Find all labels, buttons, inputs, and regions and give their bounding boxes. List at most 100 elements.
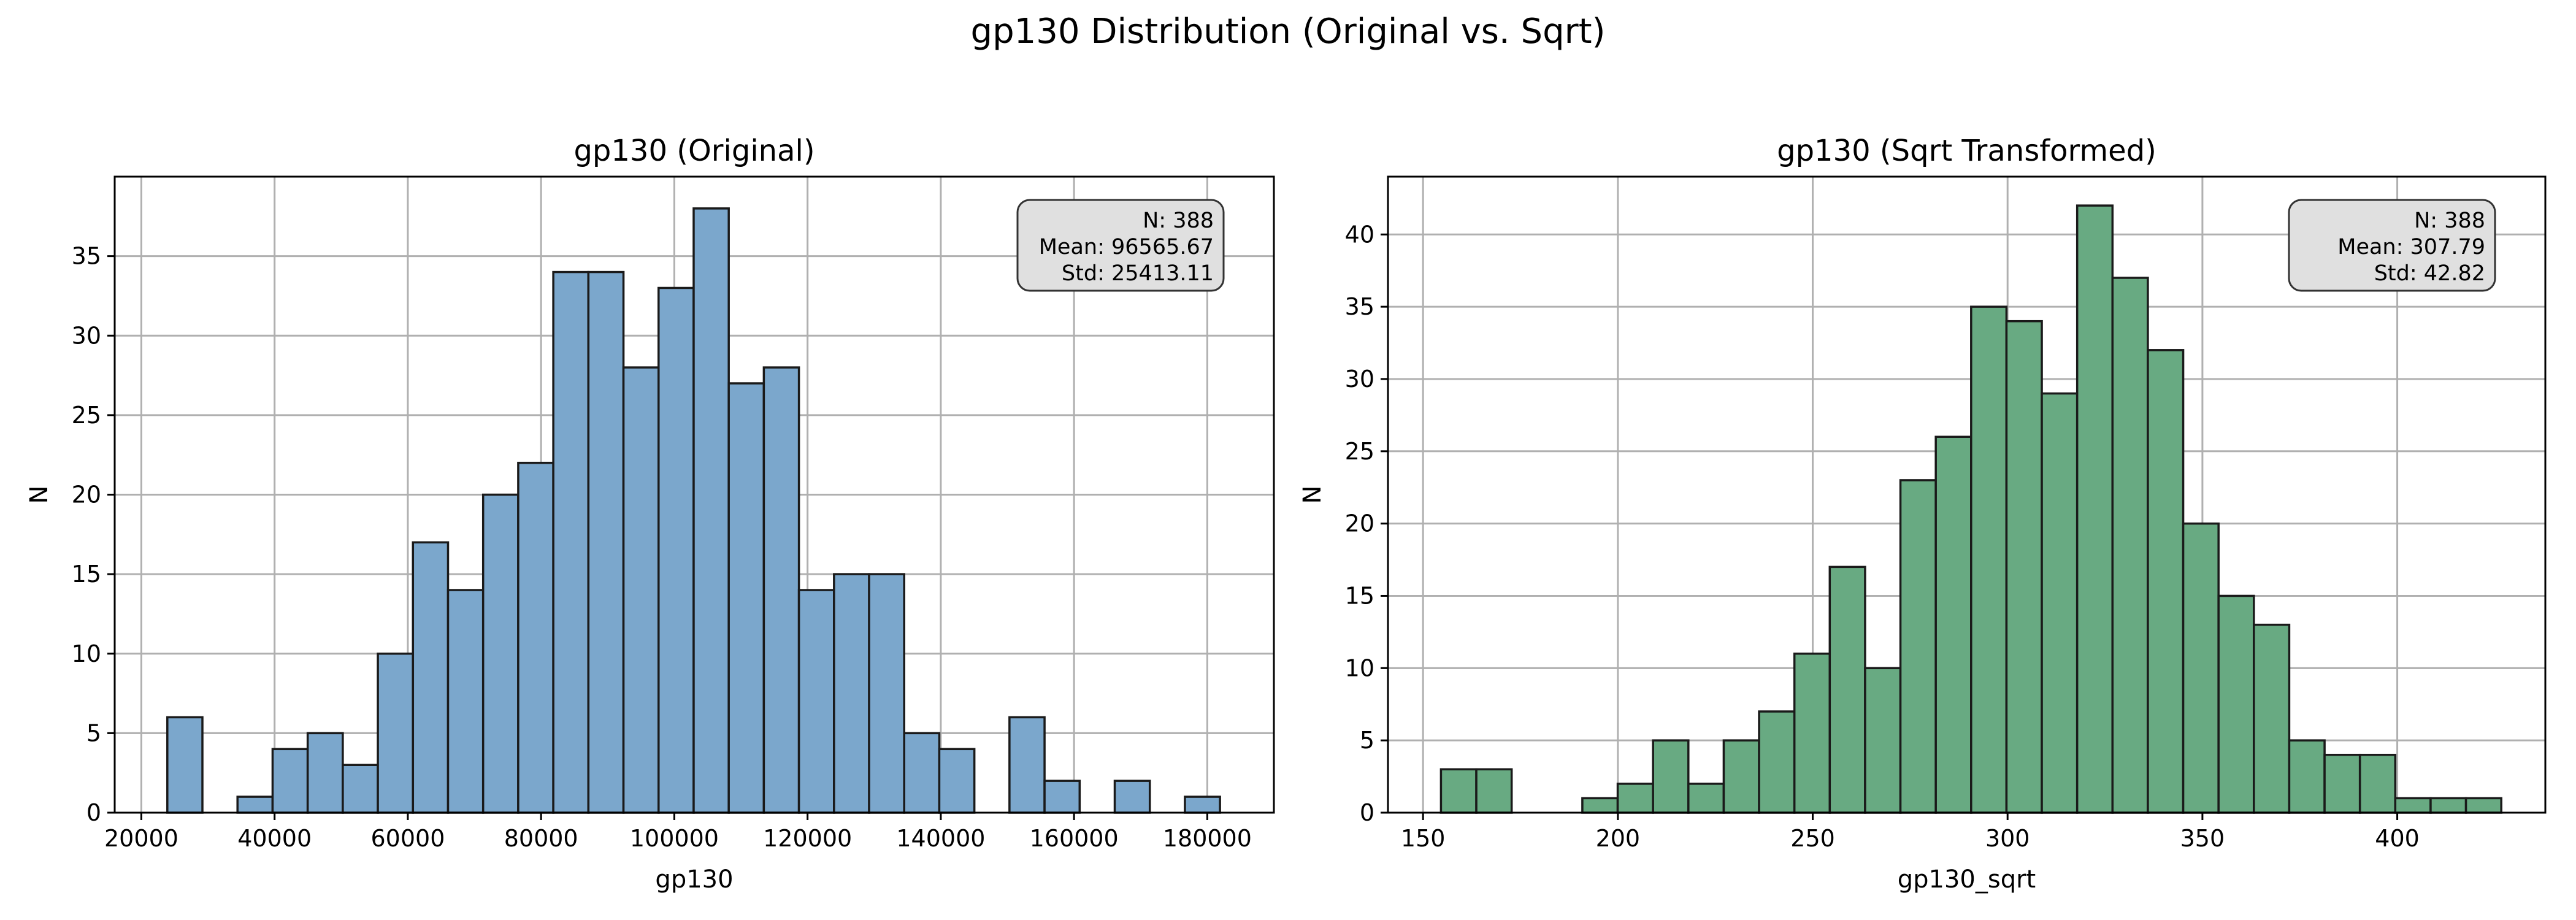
y-axis-label: N [25, 486, 53, 504]
y-tick-label: 5 [86, 719, 101, 746]
histogram-bar [903, 732, 941, 814]
histogram-bar [1475, 768, 1513, 814]
histogram-bar [2147, 349, 2185, 814]
histogram-bar [2182, 522, 2220, 814]
histogram-bar [2394, 797, 2432, 814]
y-tick-label: 30 [1345, 366, 1374, 393]
histogram-bar [938, 748, 976, 814]
histogram-bar [1581, 797, 1619, 814]
histogram-bar [2041, 392, 2079, 814]
histogram-bar [306, 732, 344, 814]
y-tick-label: 25 [1345, 438, 1374, 465]
histogram-bar [1652, 739, 1690, 814]
stats-mean: Mean: 307.79 [2337, 235, 2485, 259]
histogram-bar [2253, 623, 2291, 814]
histogram-bar [1043, 780, 1081, 814]
x-tick-label: 140000 [896, 825, 985, 852]
stats-box [2288, 199, 2496, 292]
y-tick-label: 35 [1345, 293, 1374, 320]
x-tick-label: 20000 [104, 825, 178, 852]
histogram-bar [1184, 795, 1221, 814]
histogram-bar [2358, 753, 2397, 814]
histogram-sqrt: 150 200 250 300 350 400 0 5 10 15 20 25 30 35 40 gp130 … [1298, 134, 2547, 894]
histogram-bar [271, 748, 309, 814]
histogram-bar [447, 589, 485, 814]
histogram-bar [481, 493, 519, 814]
histogram-bar [552, 270, 590, 814]
x-tick-label: 100000 [630, 825, 719, 852]
histogram-original: 20000 40000 60000 80000 100000 120000 140000 16… [25, 134, 1275, 894]
histogram-bar [1722, 739, 1760, 814]
x-axis-label: gp130 [655, 865, 733, 894]
stats-mean: Mean: 96565.67 [1039, 235, 1214, 259]
histogram-bar [2076, 204, 2114, 814]
x-tick-label: 60000 [370, 825, 445, 852]
stats-box [1016, 199, 1225, 292]
histogram-bar [1113, 780, 1151, 814]
x-tick-label: 300 [1985, 825, 2030, 852]
y-tick-label: 20 [1345, 510, 1374, 537]
y-tick-label: 30 [72, 322, 101, 349]
histogram-bar [1008, 716, 1046, 814]
y-tick-label: 5 [1360, 727, 1374, 754]
histogram-bar [2288, 739, 2326, 814]
histogram-bar [166, 716, 204, 814]
subplot-title: gp130 (Original) [573, 134, 815, 168]
y-tick-label: 35 [72, 243, 101, 270]
histogram-bar [1828, 565, 1866, 814]
y-tick-label: 0 [1360, 799, 1374, 826]
histogram-bar [2217, 594, 2255, 814]
x-tick-label: 120000 [763, 825, 852, 852]
histogram-bar [1439, 768, 1478, 814]
y-tick-label: 20 [72, 481, 101, 508]
x-tick-label: 400 [2375, 825, 2420, 852]
histogram-bar [727, 382, 765, 814]
x-tick-label: 40000 [237, 825, 312, 852]
histogram-bar [2005, 320, 2043, 814]
histogram-bar [1758, 710, 1796, 814]
x-axis-label: gp130_sqrt [1898, 865, 2036, 894]
histogram-bar [797, 589, 835, 814]
histogram-bar [2111, 277, 2149, 814]
histogram-bar [342, 764, 379, 814]
histogram-bar [2429, 797, 2467, 814]
x-tick-label: 150 [1401, 825, 1446, 852]
histogram-bar [1616, 783, 1654, 814]
histogram-bar [1687, 783, 1725, 814]
histogram-bar [1934, 435, 1972, 814]
figure-title: gp130 Distribution (Original vs. Sqrt) [971, 12, 1606, 52]
histogram-bar [412, 541, 450, 814]
x-tick-label: 200 [1596, 825, 1641, 852]
histogram-bar [377, 653, 415, 814]
y-tick-label: 10 [1345, 654, 1374, 681]
x-tick-label: 160000 [1030, 825, 1119, 852]
y-tick-label: 15 [1345, 582, 1374, 609]
y-tick-label: 40 [1345, 221, 1374, 248]
y-axis-label: N [1298, 486, 1327, 504]
histogram-bar [2323, 753, 2361, 814]
histogram-bar [1793, 653, 1831, 814]
x-tick-label: 350 [2180, 825, 2225, 852]
y-tick-label: 25 [72, 402, 101, 429]
histogram-bar [1864, 667, 1902, 814]
y-tick-label: 0 [86, 799, 101, 826]
subplot-title: gp130 (Sqrt Transformed) [1777, 134, 2156, 168]
histogram-bar [833, 573, 870, 814]
stats-std: Std: 42.82 [2374, 261, 2485, 286]
stats-std: Std: 25413.11 [1062, 261, 1214, 286]
histogram-bar [517, 461, 554, 814]
stats-n: N: 388 [1143, 209, 1214, 233]
histogram-bar [2464, 797, 2502, 814]
x-tick-label: 180000 [1163, 825, 1252, 852]
stats-n: N: 388 [2414, 209, 2485, 233]
axes-frame [1387, 175, 2547, 814]
histogram-bar [587, 270, 625, 814]
histogram-bar [622, 366, 660, 814]
y-tick-label: 10 [72, 640, 101, 667]
histogram-bar [868, 573, 905, 814]
histogram-bar [657, 286, 695, 814]
histogram-bar [692, 207, 730, 814]
histogram-bar [236, 795, 274, 814]
histogram-bar [1899, 479, 1937, 814]
